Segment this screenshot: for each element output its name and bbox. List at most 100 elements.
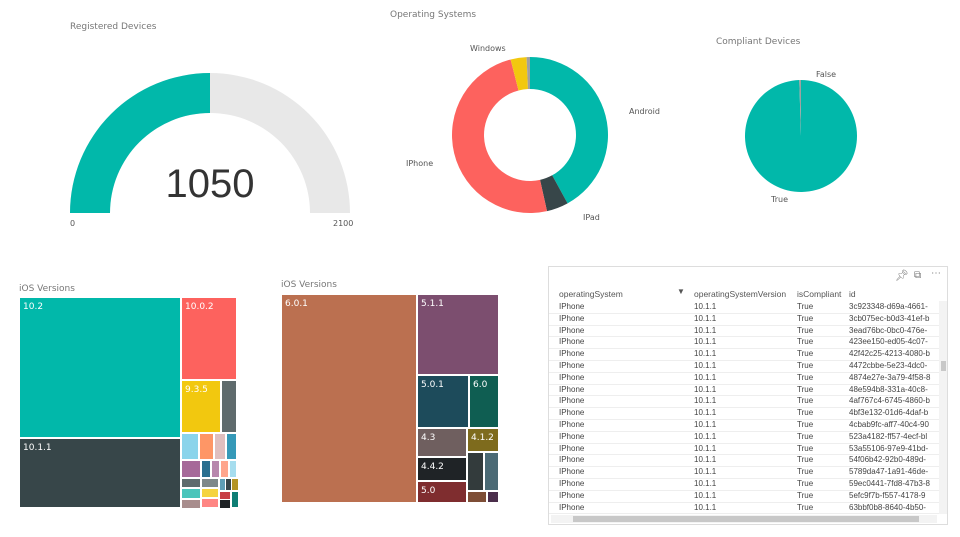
table-row[interactable]: IPhone 10.1.1 True 5efc9f7b-f557-4178-9 — [549, 490, 939, 503]
donut-label-windows: Windows — [470, 44, 506, 53]
table-row[interactable]: IPhone 10.1.1 True 3ead76bc-0bc0-476e- — [549, 325, 939, 338]
pie-label-true: True — [771, 195, 788, 204]
table-row[interactable]: IPhone 10.1.1 True 53a55106-97e9-41bd- — [549, 443, 939, 456]
treemap-tile[interactable] — [181, 460, 201, 478]
compliant-chart-title: Compliant Devices — [716, 37, 801, 47]
table-row[interactable]: IPhone 10.1.1 True 4472cbbe-5e23-4dc0- — [549, 360, 939, 373]
table-cell: 10.1.1 — [694, 408, 717, 418]
table-cell: True — [797, 479, 814, 488]
table-cell: IPhone — [559, 361, 585, 370]
table-cell: IPhone — [559, 325, 585, 335]
treemap-tile[interactable] — [181, 478, 201, 488]
treemap-tile[interactable] — [201, 460, 211, 478]
treemap-tile[interactable] — [467, 491, 487, 503]
table-cell: 59ec0441-7fd8-47b3-8 — [849, 479, 930, 488]
treemap-tile[interactable]: 5.1.1 — [417, 294, 499, 375]
treemap-tile[interactable]: 6.0 — [469, 375, 499, 428]
treemap-tile[interactable]: 6.0.1 — [281, 294, 417, 503]
slice-iphone[interactable] — [452, 59, 548, 213]
treemap-tile[interactable]: 5.0 — [417, 481, 467, 503]
treemap-tile[interactable]: 10.0.2 — [181, 297, 237, 380]
treemap-tile[interactable]: 10.1.1 — [19, 438, 181, 508]
column-header[interactable]: isCompliant — [797, 289, 842, 299]
treemap-tile[interactable] — [214, 433, 226, 460]
treemap-tile[interactable] — [219, 499, 231, 509]
scrollbar-thumb[interactable] — [573, 516, 919, 522]
treemap-tile[interactable]: 4.4.2 — [417, 457, 467, 481]
table-cell: 10.1.1 — [694, 455, 717, 465]
treemap-tile[interactable] — [201, 478, 219, 488]
table-row[interactable]: IPhone 10.1.1 True 42f42c25-4213-4080-b — [549, 348, 939, 361]
treemap-tile[interactable]: 5.0.1 — [417, 375, 469, 428]
column-header[interactable]: operatingSystemVersion — [694, 289, 787, 299]
donut-label-ipad: IPad — [583, 213, 600, 222]
table-cell: IPhone — [559, 302, 585, 311]
scrollbar-thumb[interactable] — [941, 361, 946, 371]
table-row[interactable]: IPhone 10.1.1 True 3cb075ec-b0d3-41ef-b — [549, 313, 939, 326]
sort-descending-icon[interactable]: ▼ — [677, 287, 685, 296]
table-cell: IPhone — [559, 408, 585, 418]
slice-android[interactable] — [530, 57, 608, 204]
table-cell: 3c923348-d69a-4661- — [849, 302, 928, 311]
treemap-tile[interactable] — [199, 433, 214, 460]
treemap-tile[interactable] — [229, 460, 237, 478]
table-row[interactable]: IPhone 10.1.1 True 4af767c4-6745-4860-b — [549, 395, 939, 409]
table-row[interactable]: IPhone 10.1.1 True 63bbf0b8-8640-4b50- — [549, 502, 939, 514]
table-cell: 5789da47-1a91-46de- — [849, 467, 929, 477]
table-body: IPhone 10.1.1 True 3c923348-d69a-4661- IPhon… — [549, 301, 939, 514]
slice-windows[interactable] — [510, 57, 528, 91]
slice-false[interactable] — [799, 80, 801, 136]
table-row[interactable]: IPhone 10.1.1 True 4874e27e-3a79-4f58-8 — [549, 372, 939, 385]
focus-mode-icon[interactable]: ⧉ — [914, 270, 922, 281]
table-cell: True — [797, 313, 814, 323]
table-cell: 3cb075ec-b0d3-41ef-b — [849, 313, 930, 323]
treemap-tile[interactable] — [231, 478, 239, 491]
treemap-tile[interactable]: 10.2 — [19, 297, 181, 438]
table-row[interactable]: IPhone 10.1.1 True 48e594b8-331a-40c8- — [549, 384, 939, 397]
treemap-tile[interactable] — [201, 488, 219, 498]
treemap-tile[interactable] — [181, 499, 201, 509]
slice-other[interactable] — [526, 57, 530, 90]
treemap-right-title: iOS Versions — [281, 280, 337, 290]
treemap-tile[interactable] — [487, 491, 499, 503]
vertical-scrollbar[interactable] — [939, 301, 947, 514]
column-header[interactable]: operatingSystem — [559, 289, 623, 299]
table-row[interactable]: IPhone 10.1.1 True 59ec0441-7fd8-47b3-8 — [549, 478, 939, 491]
table-cell: 54f06b42-92b0-489d- — [849, 455, 926, 465]
table-cell: 10.1.1 — [694, 396, 717, 406]
horizontal-scrollbar[interactable] — [551, 515, 937, 523]
treemap-tile[interactable]: 4.1.2 — [467, 428, 499, 452]
gauge-chart — [70, 73, 350, 213]
table-row[interactable]: IPhone 10.1.1 True 523a4182-ff57-4ecf-bl — [549, 431, 939, 444]
table-row[interactable]: IPhone 10.1.1 True 423ee150-ed05-4c07- — [549, 336, 939, 350]
treemap-tile[interactable] — [231, 491, 239, 508]
treemap-tile[interactable]: 9.3.5 — [181, 380, 221, 433]
table-row[interactable]: IPhone 10.1.1 True 54f06b42-92b0-489d- — [549, 454, 939, 468]
table-row[interactable]: IPhone 10.1.1 True 5789da47-1a91-46de- — [549, 466, 939, 479]
table-cell: IPhone — [559, 490, 585, 500]
treemap-tile[interactable] — [181, 488, 201, 499]
table-cell: True — [797, 420, 814, 429]
treemap-tile[interactable] — [211, 460, 220, 478]
treemap-tile[interactable] — [226, 433, 237, 460]
table-cell: True — [797, 372, 814, 382]
treemap-tile[interactable] — [220, 460, 229, 478]
more-options-icon[interactable]: ⋯ — [931, 268, 941, 279]
devices-table: 📌︎ ⧉ ⋯ operatingSystem ▼ operatingSystem… — [548, 266, 948, 525]
table-row[interactable]: IPhone 10.1.1 True 4cbab9fc-aff7-40c4-90 — [549, 419, 939, 432]
treemap-tile[interactable] — [201, 498, 219, 508]
column-header[interactable]: id — [849, 289, 856, 299]
treemap-tile[interactable] — [467, 452, 484, 491]
treemap-tile[interactable] — [221, 380, 237, 433]
table-row[interactable]: IPhone 10.1.1 True 3c923348-d69a-4661- — [549, 301, 939, 314]
table-cell: IPhone — [559, 384, 585, 394]
slice-ipad[interactable] — [540, 175, 568, 212]
table-cell: True — [797, 337, 814, 347]
table-row[interactable]: IPhone 10.1.1 True 4bf3e132-01d6-4daf-b — [549, 407, 939, 420]
treemap-tile[interactable]: 4.3 — [417, 428, 467, 457]
treemap-tile[interactable] — [484, 452, 499, 491]
os-chart-title: Operating Systems — [390, 10, 477, 20]
table-cell: 4cbab9fc-aff7-40c4-90 — [849, 420, 929, 429]
treemap-tile[interactable] — [181, 433, 199, 460]
pin-icon[interactable]: 📌︎ — [895, 270, 909, 282]
